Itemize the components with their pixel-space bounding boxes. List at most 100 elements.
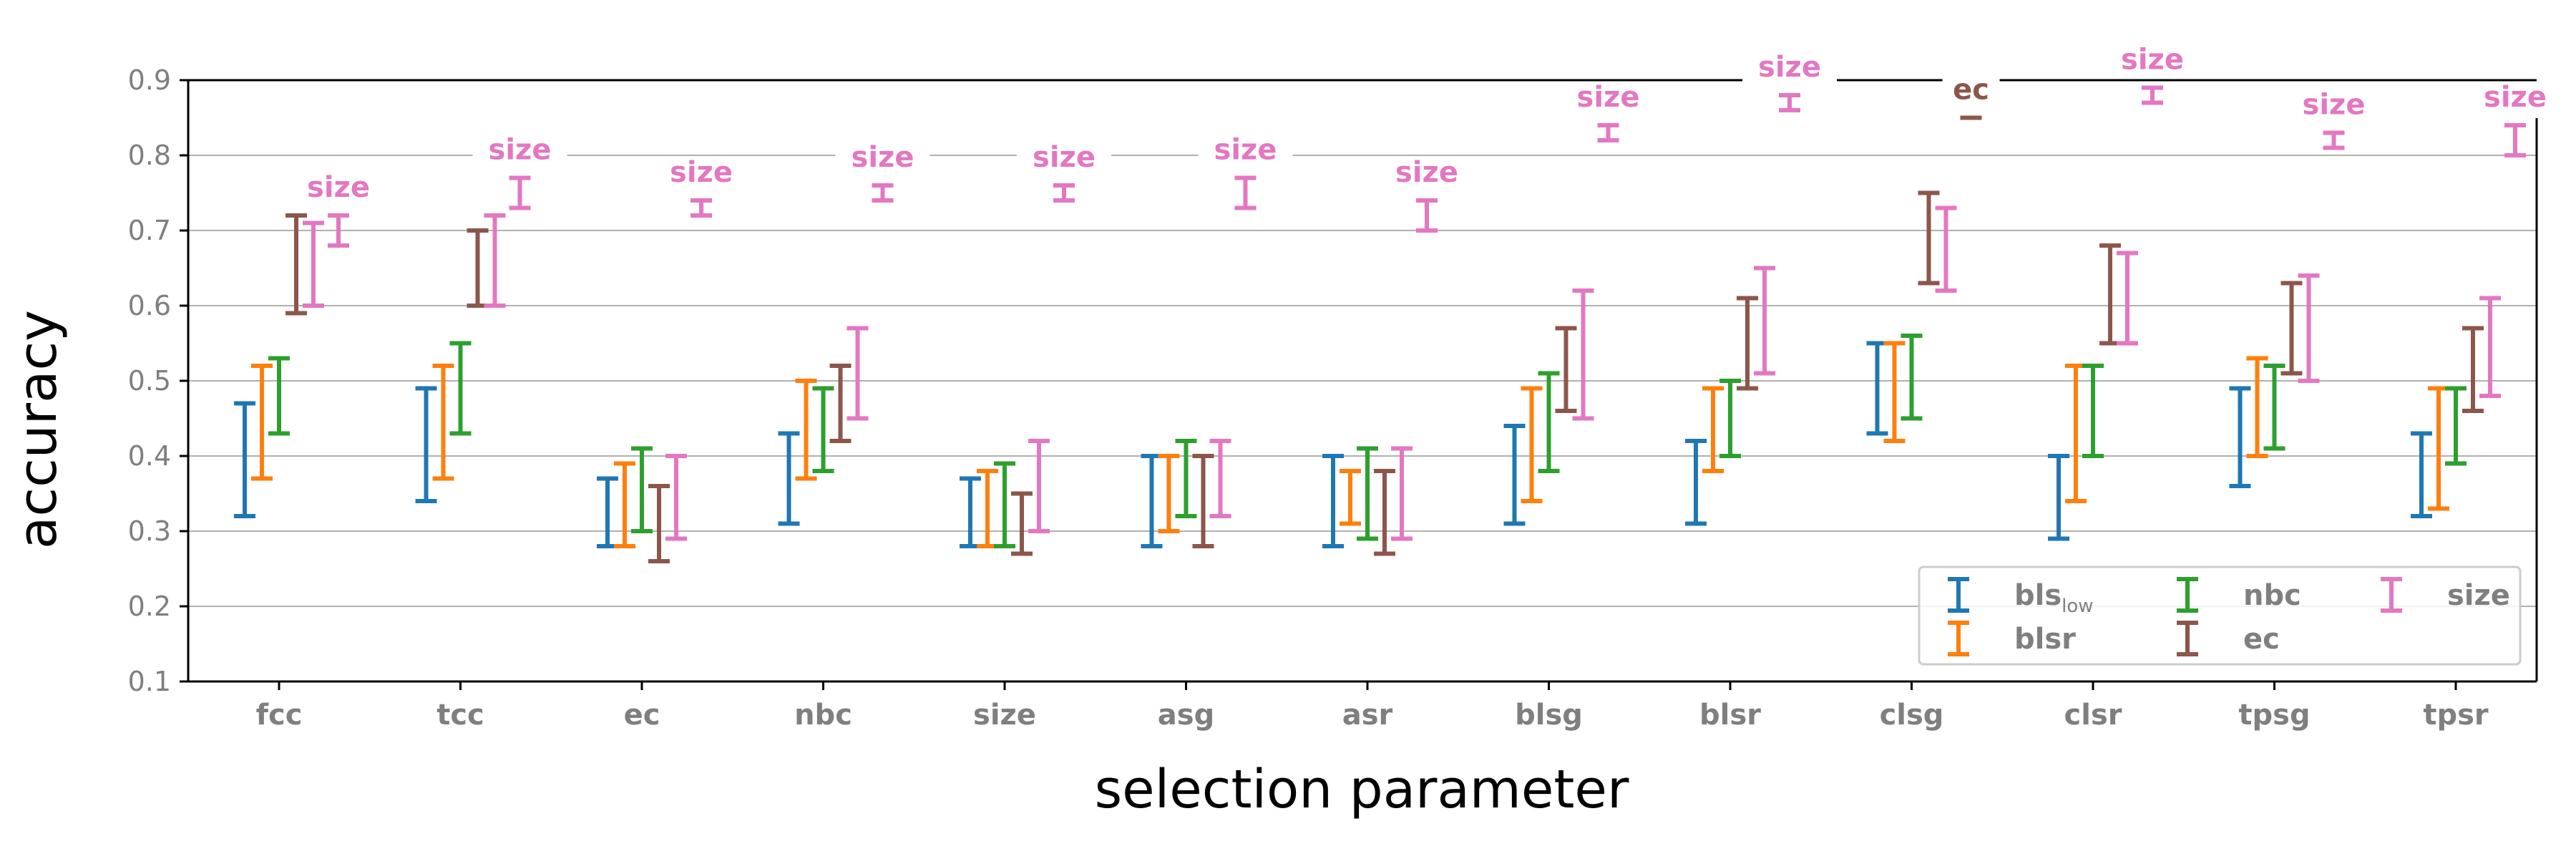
best-label: size [1033, 141, 1096, 174]
errorbar-blsr [1883, 341, 1906, 443]
y-tick-label: 0.4 [128, 440, 171, 472]
errorbar-nbc [268, 356, 290, 436]
errorbar-ec [467, 228, 489, 308]
errorbar-bls_low [234, 401, 255, 518]
best-label: size [1214, 134, 1277, 167]
errorbar-size [847, 326, 869, 421]
annotation-halo [835, 142, 930, 175]
best-label: ec [1953, 74, 1989, 107]
best-marker [2142, 85, 2163, 105]
annotation-halo [1942, 74, 2000, 108]
errorbar-size [484, 213, 506, 308]
errorbar-blsr [795, 379, 817, 481]
annotation-halo [291, 173, 386, 205]
annotation-halo [654, 157, 748, 190]
errorbar-nbc [2263, 364, 2285, 451]
y-tick-label: 0.5 [128, 365, 171, 397]
best-marker [1053, 183, 1075, 203]
annotation-halo [1561, 82, 1656, 115]
y-tick-label: 0.9 [128, 64, 171, 96]
gridlines [188, 155, 2537, 607]
best-marker [1779, 93, 1800, 112]
errorbar-ec [648, 484, 670, 563]
best-label: size [307, 171, 370, 204]
best-label: size [2303, 89, 2366, 122]
errorbar-ec [1555, 326, 1577, 413]
errorbar-nbc [1175, 439, 1197, 518]
errorbar-size [1391, 446, 1413, 541]
y-tick-label: 0.1 [128, 666, 171, 697]
errorbar-blsr [2428, 386, 2449, 511]
best-label: size [2121, 44, 2184, 77]
x-tick-label: blsg [1515, 699, 1583, 732]
best-label: size [1577, 81, 1640, 114]
errorbar-nbc [1538, 371, 1560, 473]
errorbar-size [1935, 205, 1957, 293]
errorbar-nbc [1719, 379, 1741, 458]
errorbar-size [1028, 439, 1050, 533]
y-tick-label: 0.2 [128, 591, 171, 622]
errorbar-ec [829, 364, 852, 443]
best-marker [2504, 123, 2526, 157]
errorbar-blsr [977, 469, 998, 548]
legend-item-nbc: nbc [2177, 577, 2301, 613]
errorbar-blsr [251, 364, 273, 481]
errorbar-bls_low [597, 476, 618, 548]
errorbar-bls_low [2229, 386, 2251, 488]
legend-label: ec [2243, 623, 2280, 656]
best-label: size [489, 134, 552, 167]
x-tick-label: tcc [436, 699, 484, 732]
y-tick-label: 0.3 [128, 515, 171, 547]
best-parameter-annotations: size size size size size size size size size ec si… [291, 44, 2562, 248]
errorbar-nbc [631, 446, 653, 533]
best-label: size [670, 156, 733, 189]
errorbar-size [2298, 273, 2320, 383]
x-tick-label: clsr [2064, 699, 2122, 732]
x-tick-label: tpsr [2423, 699, 2489, 732]
errorbar-ec [2462, 326, 2484, 413]
errorbar-bls_low [2048, 454, 2069, 541]
y-tick-label: 0.6 [128, 290, 171, 321]
legend-label: size [2447, 579, 2510, 612]
errorbar-size [1754, 266, 1775, 376]
errorbar-size [665, 454, 687, 541]
x-axis-title: selection parameter [1095, 759, 1629, 820]
x-tick-label: nbc [794, 699, 852, 732]
errorbar-blsr [1702, 386, 1724, 473]
legend-box [1918, 566, 2522, 666]
annotation-halo [1198, 135, 1293, 168]
legend-item-size: size [2381, 577, 2510, 613]
best-label: size [852, 141, 914, 174]
errorbar-bls_low [1685, 439, 1707, 526]
errorbar-ec [1737, 296, 1758, 391]
errorbar-nbc [812, 386, 834, 473]
x-tick-label: blsr [1699, 699, 1761, 732]
errorbar-ec [1011, 491, 1033, 556]
annotation-halo [1380, 157, 1474, 190]
best-marker [1416, 198, 1438, 233]
best-marker [1597, 123, 1619, 142]
errorbar-blsr [1521, 386, 1543, 503]
errorbar-nbc [1357, 446, 1378, 541]
best-marker [872, 183, 894, 203]
x-tick-label: ec [624, 699, 660, 732]
errorbar-blsr [432, 364, 454, 481]
best-marker [691, 198, 712, 218]
x-tick-label: clsg [1880, 699, 1944, 732]
tick-labels: 0.1 0.2 0.3 0.4 0.5 0.6 0.7 0.8 0.9 fcc tcc ec nbc si… [128, 64, 2489, 732]
errorbar-bls_low [415, 386, 437, 503]
best-marker [328, 213, 349, 248]
errorbar-bls_low [1866, 341, 1888, 436]
annotation-halo [1742, 52, 1837, 85]
errorbar-nbc [1901, 334, 1923, 421]
errorbar-ec [286, 213, 307, 316]
best-marker [509, 175, 531, 210]
errorbar-nbc [994, 461, 1015, 548]
errorbar-bls_low [960, 476, 981, 548]
errorbar-blsr [1158, 454, 1180, 533]
errorbar-ec [1192, 454, 1214, 548]
annotation-halo [2468, 82, 2562, 115]
errorbar-ec [2099, 243, 2121, 346]
best-label: size [2484, 81, 2547, 114]
